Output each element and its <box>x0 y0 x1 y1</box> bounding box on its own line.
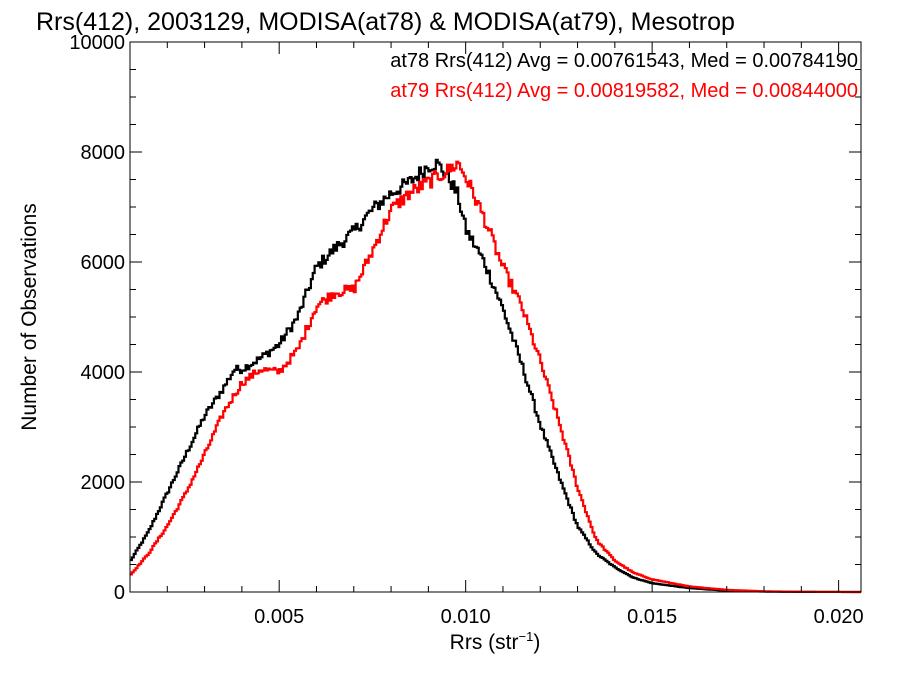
x-tick-label: 0.005 <box>254 606 304 628</box>
legend-entry-at78: at78 Rrs(412) Avg = 0.00761543, Med = 0.… <box>390 50 858 72</box>
plot-frame <box>129 41 862 593</box>
x-tick-label: 0.015 <box>627 606 677 628</box>
series-at79-line <box>130 160 861 594</box>
x-tick-label: 0.010 <box>441 606 491 628</box>
x-axis-label-superscript: −1 <box>519 629 534 644</box>
x-tick-label: 0.020 <box>814 606 864 628</box>
y-axis-label: Number of Observations <box>18 203 41 431</box>
x-axis-label-close: ) <box>533 631 540 654</box>
legend-entry-at79: at79 Rrs(412) Avg = 0.00819582, Med = 0.… <box>390 80 858 102</box>
y-tick-label: 10000 <box>69 32 125 54</box>
series-at78-line <box>130 158 861 594</box>
chart-title: Rrs(412), 2003129, MODISA(at78) & MODISA… <box>36 8 735 36</box>
y-tick-label: 4000 <box>81 362 126 384</box>
y-tick-label: 2000 <box>81 472 126 494</box>
y-tick-label: 6000 <box>81 252 126 274</box>
x-axis-label-base: Rrs (str <box>450 631 519 654</box>
y-tick-label: 0 <box>114 582 125 604</box>
y-tick-label: 8000 <box>81 142 126 164</box>
x-axis-label: Rrs (str−1) <box>450 629 541 654</box>
